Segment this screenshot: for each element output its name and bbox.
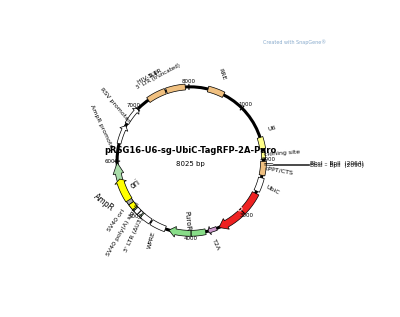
Text: 5LTR: 5LTR — [148, 67, 163, 79]
Text: SV40 poly(A) signal: SV40 poly(A) signal — [106, 202, 141, 257]
Text: 7000: 7000 — [127, 103, 141, 108]
Text: 1000: 1000 — [239, 102, 253, 107]
Text: Created with SnapGene®: Created with SnapGene® — [263, 39, 326, 45]
Polygon shape — [129, 201, 137, 210]
Text: TagRFP: TagRFP — [218, 190, 243, 216]
Polygon shape — [219, 192, 259, 229]
Text: 3000: 3000 — [239, 213, 253, 218]
Polygon shape — [261, 151, 266, 159]
Text: 5' LTR (truncated): 5' LTR (truncated) — [136, 62, 181, 90]
Text: 8000: 8000 — [182, 79, 196, 84]
Text: 5000: 5000 — [128, 214, 142, 219]
Text: WPRE: WPRE — [146, 231, 156, 249]
Text: BbsI – BpII  (2090): BbsI – BpII (2090) — [310, 163, 364, 168]
Polygon shape — [115, 179, 132, 202]
Text: RSV promoter: RSV promoter — [99, 87, 131, 124]
Text: SV40 ori: SV40 ori — [107, 208, 126, 232]
Text: AmpR promoter: AmpR promoter — [89, 104, 115, 152]
Text: 4000: 4000 — [184, 236, 198, 241]
Text: PuroR: PuroR — [183, 211, 191, 231]
Polygon shape — [134, 207, 143, 217]
Text: cPPT/CTS: cPPT/CTS — [264, 166, 294, 176]
Polygon shape — [254, 177, 264, 192]
Text: T2A: T2A — [212, 239, 221, 252]
Polygon shape — [147, 88, 166, 102]
Polygon shape — [126, 197, 134, 205]
Text: ori: ori — [129, 178, 142, 191]
Polygon shape — [169, 227, 206, 237]
Text: AmpR: AmpR — [92, 192, 116, 213]
Polygon shape — [257, 137, 266, 149]
Text: UbiC: UbiC — [265, 184, 280, 196]
Text: cloning site: cloning site — [264, 150, 300, 158]
Polygon shape — [259, 161, 266, 176]
Text: RRE: RRE — [217, 68, 226, 81]
Text: HIV-1 ψ: HIV-1 ψ — [137, 69, 159, 85]
Text: 6000: 6000 — [105, 159, 119, 164]
Text: 2000: 2000 — [262, 157, 276, 162]
Polygon shape — [208, 226, 217, 235]
Text: U6: U6 — [268, 125, 277, 132]
Polygon shape — [117, 126, 128, 144]
Polygon shape — [150, 220, 166, 232]
Text: pRSG16-U6-sg-UbiC-TagRFP-2A-Puro: pRSG16-U6-sg-UbiC-TagRFP-2A-Puro — [104, 146, 276, 155]
Text: BbsI – BpII  (2064): BbsI – BpII (2064) — [310, 161, 364, 166]
Polygon shape — [166, 84, 186, 94]
Polygon shape — [113, 163, 145, 218]
Polygon shape — [140, 213, 152, 224]
Text: 8025 bp: 8025 bp — [176, 161, 205, 167]
Polygon shape — [207, 86, 225, 97]
Polygon shape — [125, 108, 139, 125]
Text: 3' LTR (ΔU3): 3' LTR (ΔU3) — [124, 217, 144, 254]
